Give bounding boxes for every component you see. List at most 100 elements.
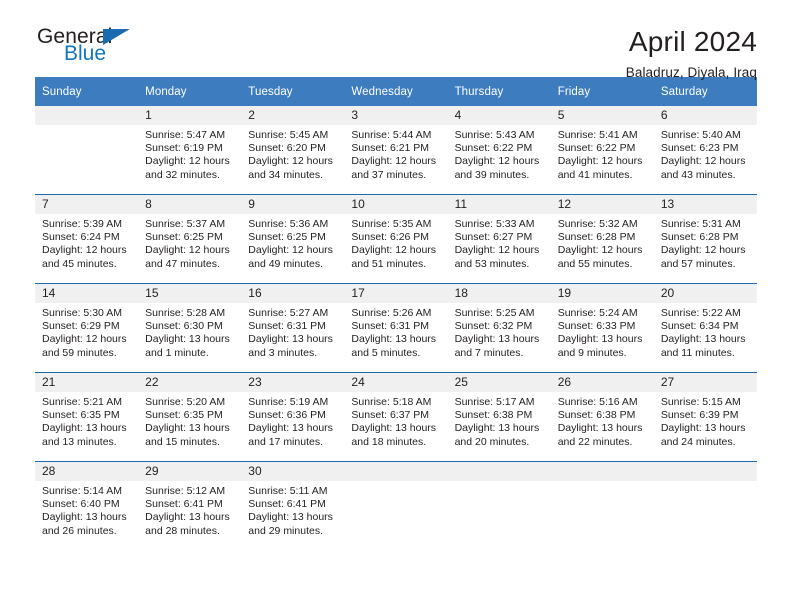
- sun-times: Sunrise: 5:12 AM Sunset: 6:41 PM Daylight:…: [138, 481, 241, 538]
- sun-times: Sunrise: 5:44 AM Sunset: 6:21 PM Daylight:…: [344, 125, 447, 182]
- day-cell-inner: 16 Sunrise: 5:27 AM Sunset: 6:31 PM Dayligh…: [241, 284, 345, 372]
- day-cell-inner: 29 Sunrise: 5:12 AM Sunset: 6:41 PM Dayligh…: [138, 462, 242, 550]
- general-blue-logo[interactable]: General Blue: [35, 26, 155, 70]
- blue-triangle-icon: [103, 29, 130, 45]
- sunrise-time: Sunrise: 5:25 AM: [454, 307, 535, 319]
- sun-times: Sunrise: 5:18 AM Sunset: 6:37 PM Daylight:…: [344, 392, 447, 449]
- calendar-day-cell[interactable]: 5 Sunrise: 5:41 AM Sunset: 6:22 PM Daylight…: [550, 106, 654, 195]
- sunset-time: Sunset: 6:38 PM: [454, 409, 533, 422]
- weekday-header-monday: Monday: [138, 77, 242, 106]
- calendar-empty-cell: [344, 461, 448, 550]
- calendar-day-cell[interactable]: 10 Sunrise: 5:35 AM Sunset: 6:26 PM Dayligh…: [344, 194, 448, 284]
- sunset-time: Sunset: 6:23 PM: [660, 142, 739, 155]
- day-cell-inner: 7 Sunrise: 5:39 AM Sunset: 6:24 PM Daylight…: [35, 195, 139, 283]
- page-title: April 2024: [628, 26, 757, 57]
- sun-times: Sunrise: 5:17 AM Sunset: 6:38 PM Daylight:…: [448, 392, 551, 449]
- calendar-day-cell[interactable]: 27 Sunrise: 5:15 AM Sunset: 6:39 PM Dayligh…: [653, 372, 757, 462]
- day-number: 5: [550, 106, 654, 125]
- day-number: 6: [653, 106, 757, 125]
- calendar-day-cell[interactable]: 3 Sunrise: 5:44 AM Sunset: 6:21 PM Daylight…: [344, 106, 448, 195]
- sun-times: Sunrise: 5:33 AM Sunset: 6:27 PM Daylight:…: [448, 214, 551, 271]
- sunset-time: Sunset: 6:34 PM: [660, 320, 739, 333]
- day-cell-inner: 23 Sunrise: 5:19 AM Sunset: 6:36 PM Dayligh…: [241, 373, 345, 461]
- sun-times: Sunrise: 5:35 AM Sunset: 6:26 PM Daylight:…: [344, 214, 447, 271]
- calendar-day-cell[interactable]: 25 Sunrise: 5:17 AM Sunset: 6:38 PM Dayligh…: [447, 372, 551, 462]
- daylight-duration-line1: Daylight: 13 hours: [557, 333, 643, 346]
- calendar-day-cell[interactable]: 8 Sunrise: 5:37 AM Sunset: 6:25 PM Daylight…: [138, 194, 242, 284]
- calendar-day-cell[interactable]: 16 Sunrise: 5:27 AM Sunset: 6:31 PM Dayligh…: [241, 283, 345, 373]
- sunset-time: Sunset: 6:33 PM: [557, 320, 636, 333]
- calendar-day-cell[interactable]: 14 Sunrise: 5:30 AM Sunset: 6:29 PM Dayligh…: [35, 283, 139, 373]
- day-cell-inner: 15 Sunrise: 5:28 AM Sunset: 6:30 PM Dayligh…: [138, 284, 242, 372]
- calendar-day-cell[interactable]: 28 Sunrise: 5:14 AM Sunset: 6:40 PM Dayligh…: [35, 461, 139, 550]
- calendar-day-cell[interactable]: 12 Sunrise: 5:32 AM Sunset: 6:28 PM Dayligh…: [550, 194, 654, 284]
- sun-times: Sunrise: 5:25 AM Sunset: 6:32 PM Daylight:…: [448, 303, 551, 360]
- calendar-day-cell[interactable]: 20 Sunrise: 5:22 AM Sunset: 6:34 PM Dayligh…: [653, 283, 757, 373]
- calendar-day-cell[interactable]: 6 Sunrise: 5:40 AM Sunset: 6:23 PM Daylight…: [653, 106, 757, 195]
- daylight-duration-line2: and 5 minutes.: [351, 346, 421, 359]
- daylight-duration-line1: Daylight: 13 hours: [454, 333, 540, 346]
- day-number: 30: [241, 462, 345, 481]
- day-cell-inner: 5 Sunrise: 5:41 AM Sunset: 6:22 PM Daylight…: [550, 106, 654, 194]
- daylight-duration-line1: Daylight: 13 hours: [248, 422, 333, 435]
- daylight-duration-line2: and 24 minutes.: [660, 435, 736, 448]
- calendar-day-cell[interactable]: 1 Sunrise: 5:47 AM Sunset: 6:19 PM Daylight…: [138, 106, 242, 195]
- sun-times: Sunrise: 5:27 AM Sunset: 6:31 PM Daylight:…: [241, 303, 344, 360]
- day-number: 20: [653, 284, 757, 303]
- day-cell-inner: 4 Sunrise: 5:43 AM Sunset: 6:22 PM Daylight…: [447, 106, 551, 194]
- daylight-duration-line2: and 1 minute.: [145, 346, 209, 359]
- calendar-day-cell[interactable]: 26 Sunrise: 5:16 AM Sunset: 6:38 PM Dayligh…: [550, 372, 654, 462]
- day-number: 27: [653, 373, 757, 392]
- calendar-day-cell[interactable]: 13 Sunrise: 5:31 AM Sunset: 6:28 PM Dayligh…: [653, 194, 757, 284]
- calendar-day-cell[interactable]: 11 Sunrise: 5:33 AM Sunset: 6:27 PM Dayligh…: [447, 194, 551, 284]
- calendar-day-cell[interactable]: 21 Sunrise: 5:21 AM Sunset: 6:35 PM Dayligh…: [35, 372, 139, 462]
- day-number: 22: [138, 373, 242, 392]
- calendar-day-cell[interactable]: 2 Sunrise: 5:45 AM Sunset: 6:20 PM Daylight…: [241, 106, 345, 195]
- calendar-day-cell[interactable]: 29 Sunrise: 5:12 AM Sunset: 6:41 PM Dayligh…: [138, 461, 242, 550]
- weekday-header-tuesday: Tuesday: [241, 77, 345, 106]
- day-number: 12: [550, 195, 654, 214]
- day-cell-inner: 12 Sunrise: 5:32 AM Sunset: 6:28 PM Dayligh…: [550, 195, 654, 283]
- day-cell-inner: [344, 462, 448, 550]
- sun-times: Sunrise: 5:21 AM Sunset: 6:35 PM Daylight:…: [35, 392, 138, 449]
- calendar-day-cell[interactable]: 18 Sunrise: 5:25 AM Sunset: 6:32 PM Dayligh…: [447, 283, 551, 373]
- sunset-time: Sunset: 6:26 PM: [351, 231, 430, 244]
- calendar-empty-cell: [35, 106, 139, 195]
- daylight-duration-line2: and 18 minutes.: [351, 435, 427, 448]
- daylight-duration-line2: and 13 minutes.: [42, 435, 117, 448]
- day-number: 15: [138, 284, 242, 303]
- sunrise-time: Sunrise: 5:22 AM: [660, 307, 741, 319]
- sunrise-time: Sunrise: 5:40 AM: [660, 129, 741, 141]
- calendar-day-cell[interactable]: 19 Sunrise: 5:24 AM Sunset: 6:33 PM Dayligh…: [550, 283, 654, 373]
- calendar-day-cell[interactable]: 22 Sunrise: 5:20 AM Sunset: 6:35 PM Dayligh…: [138, 372, 242, 462]
- daylight-duration-line2: and 34 minutes.: [248, 168, 323, 181]
- calendar-week-row: 14 Sunrise: 5:30 AM Sunset: 6:29 PM Dayligh…: [35, 283, 757, 373]
- day-cell-inner: 19 Sunrise: 5:24 AM Sunset: 6:33 PM Dayligh…: [550, 284, 654, 372]
- calendar-day-cell[interactable]: 24 Sunrise: 5:18 AM Sunset: 6:37 PM Dayligh…: [344, 372, 448, 462]
- daylight-duration-line1: Daylight: 13 hours: [557, 422, 643, 435]
- daylight-duration-line2: and 11 minutes.: [660, 346, 735, 359]
- calendar-day-cell[interactable]: 4 Sunrise: 5:43 AM Sunset: 6:22 PM Daylight…: [447, 106, 551, 195]
- daylight-duration-line1: Daylight: 12 hours: [248, 244, 333, 257]
- calendar-day-cell[interactable]: 7 Sunrise: 5:39 AM Sunset: 6:24 PM Daylight…: [35, 194, 139, 284]
- logo-text-blue: Blue: [64, 42, 107, 65]
- daylight-duration-line2: and 41 minutes.: [557, 168, 633, 181]
- daylight-duration-line1: Daylight: 13 hours: [145, 511, 230, 524]
- calendar-day-cell[interactable]: 9 Sunrise: 5:36 AM Sunset: 6:25 PM Daylight…: [241, 194, 345, 284]
- day-cell-inner: 13 Sunrise: 5:31 AM Sunset: 6:28 PM Dayligh…: [653, 195, 757, 283]
- day-cell-inner: [447, 462, 551, 550]
- calendar-day-cell[interactable]: 30 Sunrise: 5:11 AM Sunset: 6:41 PM Dayligh…: [241, 461, 345, 550]
- daylight-duration-line1: Daylight: 13 hours: [351, 333, 437, 346]
- sunrise-time: Sunrise: 5:43 AM: [454, 129, 535, 141]
- calendar-day-cell[interactable]: 23 Sunrise: 5:19 AM Sunset: 6:36 PM Dayligh…: [241, 372, 345, 462]
- sunrise-time: Sunrise: 5:37 AM: [145, 218, 226, 230]
- calendar-day-cell[interactable]: 17 Sunrise: 5:26 AM Sunset: 6:31 PM Dayligh…: [344, 283, 448, 373]
- calendar-day-cell[interactable]: 15 Sunrise: 5:28 AM Sunset: 6:30 PM Dayligh…: [138, 283, 242, 373]
- sunrise-time: Sunrise: 5:36 AM: [248, 218, 329, 230]
- sun-times: Sunrise: 5:37 AM Sunset: 6:25 PM Daylight:…: [138, 214, 241, 271]
- daylight-duration-line2: and 43 minutes.: [660, 168, 736, 181]
- daylight-duration-line1: Daylight: 13 hours: [660, 333, 746, 346]
- calendar-table: Sunday Monday Tuesday Wednesday Thursday Frid…: [35, 77, 757, 550]
- day-number: [653, 462, 757, 481]
- day-number: [35, 106, 139, 125]
